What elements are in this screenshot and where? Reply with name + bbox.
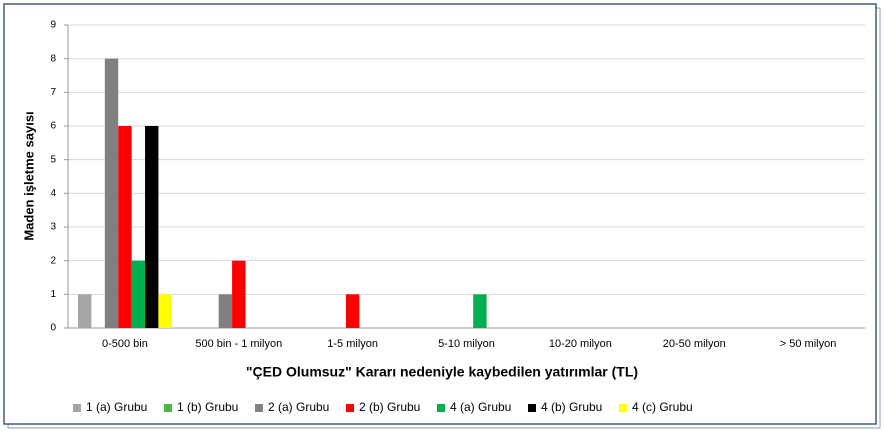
y-tick-label: 4 — [50, 188, 56, 199]
legend-swatch — [528, 404, 536, 412]
y-axis-label: Maden işletme sayısı — [21, 111, 36, 240]
x-axis-label: "ÇED Olumsuz" Kararı nedeniyle kaybedile… — [246, 364, 638, 380]
chart-frame — [3, 3, 877, 425]
x-tick-label: 5-10 milyon — [438, 338, 495, 350]
x-tick-label: 10-20 milyon — [549, 338, 612, 350]
legend-label: 1 (a) Grubu — [86, 400, 147, 414]
bar — [118, 126, 132, 328]
legend-swatch — [255, 404, 263, 412]
x-tick-label: 500 bin - 1 milyon — [195, 338, 282, 350]
y-tick-label: 5 — [50, 154, 56, 165]
legend-label: 4 (c) Grubu — [632, 400, 693, 414]
x-tick-label: > 50 milyon — [780, 338, 837, 350]
bar — [158, 294, 172, 328]
x-tick-label: 0-500 bin — [102, 338, 148, 350]
x-tick-label: 20-50 milyon — [663, 338, 726, 350]
y-tick-label: 8 — [50, 53, 56, 64]
bar — [131, 260, 146, 328]
legend-label: 2 (b) Grubu — [359, 400, 420, 414]
legend-label: 4 (a) Grubu — [450, 400, 511, 414]
x-tick-label: 1-5 milyon — [327, 338, 378, 350]
legend-swatch — [346, 404, 354, 412]
y-tick-label: 9 — [50, 20, 56, 31]
y-tick-label: 1 — [50, 289, 56, 300]
y-tick-label: 7 — [50, 87, 56, 98]
bar — [145, 126, 159, 328]
bar — [232, 260, 246, 328]
legend-swatch — [73, 404, 81, 412]
bar — [218, 294, 233, 328]
legend-label: 4 (b) Grubu — [541, 400, 602, 414]
bar — [473, 294, 487, 328]
legend-label: 1 (b) Grubu — [177, 400, 238, 414]
bar — [78, 294, 92, 328]
y-tick-label: 0 — [50, 323, 56, 334]
legend-label: 2 (a) Grubu — [268, 400, 329, 414]
legend-swatch — [619, 404, 627, 412]
y-tick-label: 2 — [50, 255, 56, 266]
bar — [345, 294, 360, 328]
y-tick-label: 3 — [50, 222, 56, 233]
legend-swatch — [164, 404, 172, 412]
bar — [104, 58, 119, 329]
legend-swatch — [437, 404, 445, 412]
y-tick-label: 6 — [50, 121, 56, 132]
